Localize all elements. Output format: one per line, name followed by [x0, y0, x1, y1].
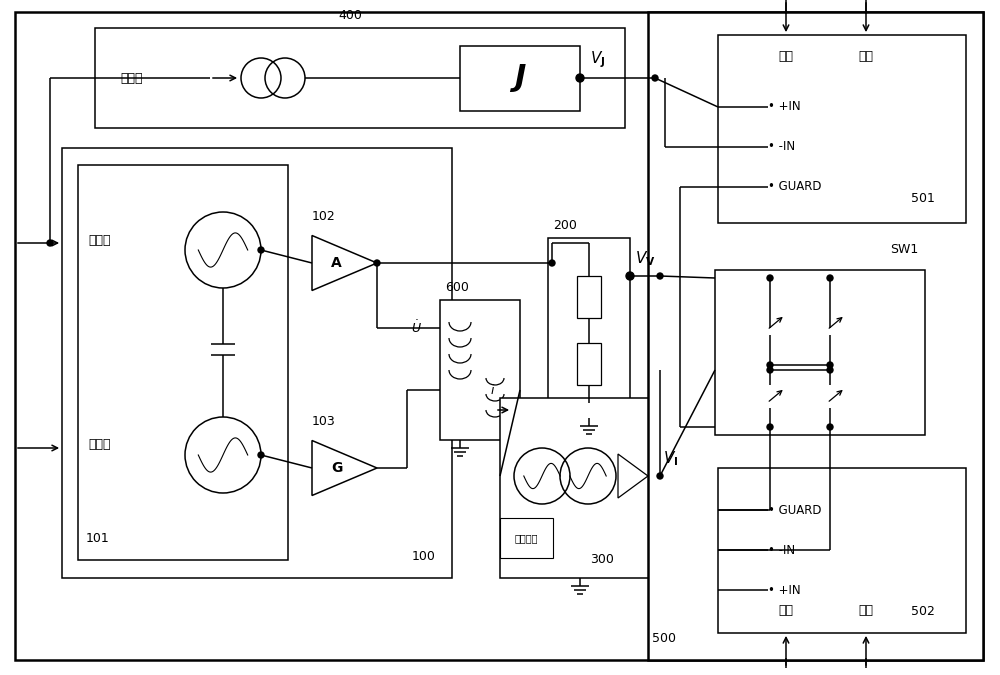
Circle shape	[47, 240, 53, 246]
FancyBboxPatch shape	[15, 12, 983, 660]
Circle shape	[657, 273, 663, 279]
Circle shape	[258, 247, 264, 253]
Text: $V_\mathbf{J}$: $V_\mathbf{J}$	[590, 49, 605, 70]
Circle shape	[374, 260, 380, 266]
Text: • +IN: • +IN	[768, 101, 801, 113]
Text: SW1: SW1	[890, 243, 918, 256]
FancyBboxPatch shape	[460, 46, 580, 111]
FancyBboxPatch shape	[500, 398, 658, 578]
Text: 501: 501	[911, 192, 935, 205]
Text: 驱动源: 驱动源	[120, 72, 143, 84]
FancyBboxPatch shape	[648, 12, 983, 660]
Circle shape	[767, 424, 773, 430]
Circle shape	[549, 260, 555, 266]
Text: G: G	[331, 461, 342, 475]
Text: 200: 200	[553, 219, 577, 232]
Text: 触发源: 触发源	[88, 439, 110, 452]
Text: 102: 102	[312, 210, 336, 223]
Text: 时钟: 时钟	[778, 605, 794, 618]
Circle shape	[258, 452, 264, 458]
Circle shape	[767, 367, 773, 373]
Text: 时钟源: 时钟源	[88, 234, 110, 246]
FancyBboxPatch shape	[440, 300, 520, 440]
Text: 500: 500	[652, 632, 676, 645]
FancyBboxPatch shape	[718, 468, 966, 633]
Text: J: J	[514, 63, 526, 92]
Text: $\dot{U}$: $\dot{U}$	[411, 320, 422, 336]
Circle shape	[657, 473, 663, 479]
Text: $V_\mathbf{V}$: $V_\mathbf{V}$	[635, 249, 656, 268]
Text: 400: 400	[338, 9, 362, 22]
Text: $V_\mathbf{I}$: $V_\mathbf{I}$	[663, 450, 678, 468]
Text: 502: 502	[911, 605, 935, 618]
Text: • -IN: • -IN	[768, 140, 795, 153]
Circle shape	[576, 74, 584, 82]
Text: 103: 103	[312, 415, 336, 428]
Circle shape	[626, 272, 634, 280]
Circle shape	[767, 362, 773, 368]
Text: • -IN: • -IN	[768, 543, 795, 556]
Text: • GUARD: • GUARD	[768, 504, 822, 516]
Circle shape	[827, 367, 833, 373]
FancyBboxPatch shape	[78, 165, 288, 560]
Text: 数字信号: 数字信号	[515, 533, 538, 543]
FancyBboxPatch shape	[548, 238, 630, 428]
Text: 时钟: 时钟	[778, 51, 794, 63]
Text: i: i	[490, 383, 494, 396]
Circle shape	[654, 472, 662, 480]
FancyBboxPatch shape	[62, 148, 452, 578]
Text: • +IN: • +IN	[768, 583, 801, 597]
Text: 300: 300	[590, 553, 614, 566]
FancyBboxPatch shape	[577, 276, 601, 318]
FancyBboxPatch shape	[95, 28, 625, 128]
Text: • GUARD: • GUARD	[768, 180, 822, 194]
Text: 触发: 触发	[858, 605, 874, 618]
FancyBboxPatch shape	[577, 343, 601, 385]
FancyBboxPatch shape	[715, 270, 925, 435]
FancyBboxPatch shape	[718, 35, 966, 223]
Text: 101: 101	[86, 532, 110, 545]
Circle shape	[827, 362, 833, 368]
Circle shape	[767, 275, 773, 281]
Text: 100: 100	[412, 550, 436, 563]
Circle shape	[652, 75, 658, 81]
Text: 触发: 触发	[858, 51, 874, 63]
Circle shape	[827, 275, 833, 281]
Text: A: A	[331, 256, 342, 270]
Circle shape	[827, 424, 833, 430]
Text: 600: 600	[445, 281, 469, 294]
